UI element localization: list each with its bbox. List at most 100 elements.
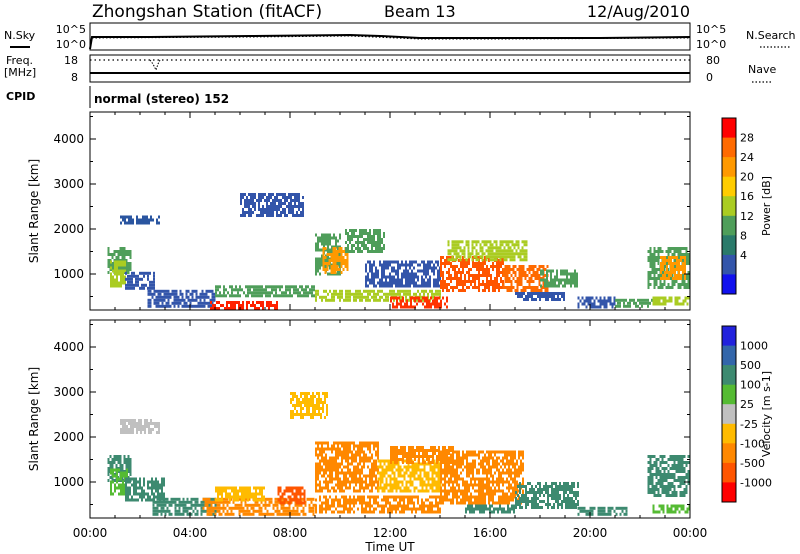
velocity-region-9	[315, 441, 379, 493]
power-region-1	[110, 260, 126, 288]
colorbar-swatch	[722, 215, 736, 236]
colorbar-tick-label: -100	[740, 437, 765, 450]
power-region-22	[660, 256, 686, 280]
colorbar-swatch	[722, 137, 736, 158]
x-tick-label: 00:00	[673, 526, 708, 540]
power-region-10	[315, 289, 441, 302]
date-label: 12/Aug/2010	[587, 2, 690, 21]
velocity-region-15	[515, 482, 579, 509]
power-region-2	[125, 271, 155, 290]
colorbar-swatch	[722, 118, 736, 139]
colorbar-swatch	[722, 365, 736, 386]
velocity-region-4	[152, 497, 217, 516]
power-region-4	[147, 289, 216, 308]
colorbar-tick-label: 20	[740, 171, 754, 184]
colorbar-swatch	[722, 423, 736, 444]
colorbar-swatch	[722, 274, 736, 295]
nsearch-label: N.Search	[746, 29, 796, 42]
power-region-16	[502, 265, 549, 292]
y-tick-label: 2000	[53, 430, 84, 444]
power-region-6	[215, 285, 315, 298]
x-axis-label: Time UT	[364, 540, 415, 554]
colorbar-swatch	[722, 157, 736, 178]
power-region-3	[120, 215, 160, 225]
colorbar-label: Velocity [m s-1]	[760, 371, 773, 457]
station-title: Zhongshan Station (fitACF)	[92, 2, 322, 22]
colorbar-label: Power [dB]	[760, 176, 773, 236]
x-tick-label: 08:00	[273, 526, 308, 540]
velocity-region-2	[125, 477, 165, 502]
x-tick-label: 16:00	[473, 526, 508, 540]
colorbar-swatch	[722, 235, 736, 256]
power-region-18	[540, 269, 578, 288]
time-axis: 00:00 04:00 08:00 12:00 16:00 20:00 00:00 Time …	[73, 526, 708, 554]
colorbar-swatch	[722, 196, 736, 217]
power-region-13	[390, 296, 448, 309]
velocity-region-8	[290, 392, 328, 419]
power-region-12	[365, 260, 441, 288]
velocity-region-16	[577, 506, 628, 516]
velocity-region-10	[315, 495, 441, 514]
colorbar-tick-label: -500	[740, 457, 765, 470]
x-tick-label: 12:00	[373, 526, 408, 540]
colorbar-tick-label: -25	[740, 418, 758, 431]
nave-tick-bottom: 0	[706, 71, 713, 84]
colorbar-frame	[721, 325, 737, 503]
beam-label: Beam 13	[384, 2, 456, 21]
nsky-strip-frame	[89, 22, 691, 51]
colorbar-tick-label: 4	[740, 249, 747, 262]
colorbar-swatch	[722, 404, 736, 425]
velocity-region-6	[215, 486, 265, 502]
power-panel: 1000 2000 3000 4000 Slant Range [km] 28 24 20 16…	[27, 111, 773, 311]
power-region-7	[240, 193, 304, 217]
power-region-17	[515, 292, 565, 301]
x-tick-label: 00:00	[73, 526, 108, 540]
y-axis-label: Slant Range [km]	[27, 159, 41, 263]
power-region-5	[210, 301, 278, 310]
colorbar-swatch	[722, 443, 736, 464]
power-region-11	[345, 229, 385, 253]
colorbar-tick-label: 8	[740, 229, 747, 242]
velocity-region-13	[440, 450, 524, 505]
colorbar-swatch	[722, 326, 736, 347]
y-tick-label: 2000	[53, 222, 84, 236]
freq-label-line2: [MHz]	[4, 66, 36, 79]
velocity-region-18	[652, 504, 690, 514]
colorbar-tick-label: 500	[740, 359, 761, 372]
velocity-data	[107, 392, 690, 516]
colorbar-tick-label: 28	[740, 132, 754, 145]
colorbar-tick-label: 1000	[740, 340, 768, 353]
power-data	[107, 193, 690, 310]
nsky-tick-bottom: 10^0	[56, 38, 86, 51]
x-tick-label: 04:00	[173, 526, 208, 540]
x-tick-label: 20:00	[573, 526, 608, 540]
y-tick-label: 1000	[53, 267, 84, 281]
velocity-panel: 1000 2000 3000 4000 Slant Range [km] 1000 500 1…	[27, 319, 773, 519]
colorbar-tick-label: 16	[740, 190, 754, 203]
colorbar-swatch	[722, 254, 736, 275]
power-region-20	[615, 298, 653, 308]
freq-tick-bottom: 8	[71, 71, 78, 84]
nave-label: Nave	[748, 63, 776, 76]
nsky-tick-top: 10^5	[56, 23, 86, 36]
freq-strip-frame	[89, 54, 691, 83]
colorbar-swatch	[722, 482, 736, 503]
velocity-region-3	[120, 419, 160, 434]
velocity-region-11	[377, 459, 442, 493]
y-tick-label: 3000	[53, 385, 84, 399]
nsky-label: N.Sky	[4, 29, 36, 42]
colorbar-tick-label: 100	[740, 379, 761, 392]
colorbar-tick-label: -1000	[740, 476, 772, 489]
freq-tick-top: 18	[64, 54, 78, 67]
colorbar-tick-label: 24	[740, 151, 754, 164]
y-tick-label: 4000	[53, 132, 84, 146]
y-tick-label: 3000	[53, 177, 84, 191]
y-tick-label: 1000	[53, 475, 84, 489]
colorbar-tick-label: 25	[740, 398, 754, 411]
colorbar-tick-label: 12	[740, 210, 754, 223]
nsearch-tick-top: 10^5	[696, 23, 726, 36]
power-region-23	[652, 296, 690, 306]
freq-label-line1: Freq.	[6, 54, 33, 67]
colorbar-frame	[721, 117, 737, 295]
